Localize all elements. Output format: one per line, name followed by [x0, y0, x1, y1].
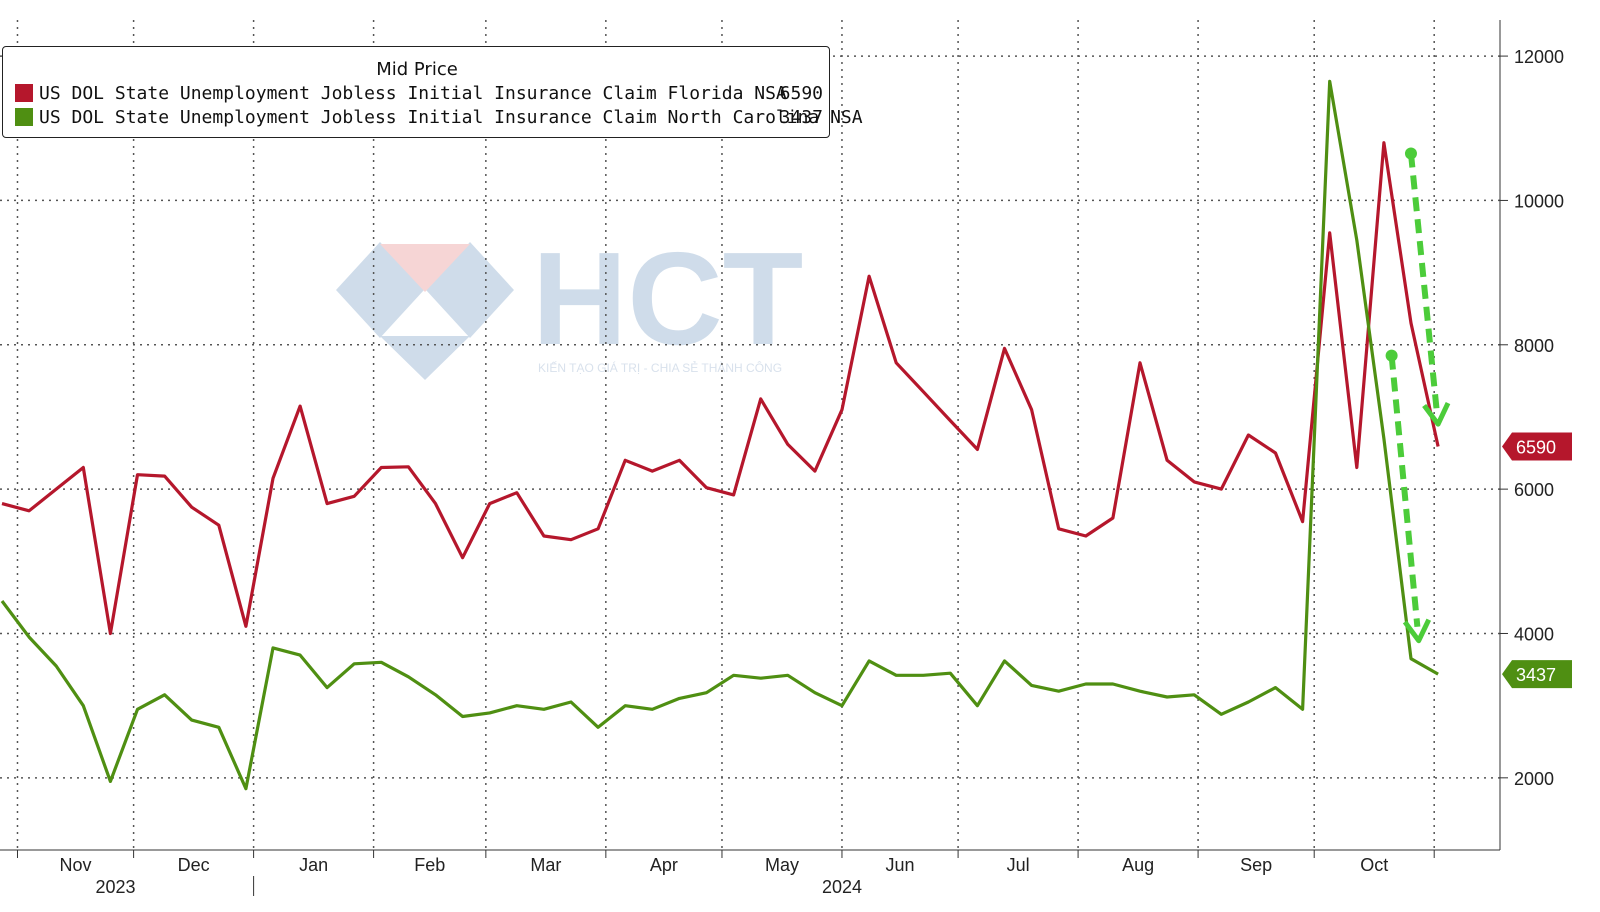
legend-label-florida: US DOL State Unemployment Jobless Initia… — [39, 83, 787, 104]
y-tick-label: 12000 — [1514, 47, 1564, 67]
series-line-florida — [1, 141, 1440, 636]
y-tick-label: 6000 — [1514, 480, 1554, 500]
arrow-head — [1402, 618, 1432, 644]
last-value-labels: 6590 3437 — [1502, 432, 1572, 689]
x-tick-label: Mar — [530, 855, 561, 875]
x-tick-label: Oct — [1360, 855, 1388, 875]
legend: Mid Price US DOL State Unemployment Jobl… — [2, 46, 863, 138]
dashed-arrow-line — [1407, 153, 1440, 411]
last-value-text: 6590 — [1516, 438, 1556, 458]
y-tick-label: 10000 — [1514, 191, 1564, 211]
watermark-tagline: KIẾN TẠO GIÁ TRỊ - CHIA SẺ THÀNH CÔNG — [538, 360, 782, 375]
legend-swatch-north-carolina — [15, 108, 33, 126]
last-value-badge — [1502, 432, 1572, 461]
x-year-label: 2024 — [822, 877, 862, 897]
annotations — [1385, 147, 1451, 644]
last-value-text: 3437 — [1516, 665, 1556, 685]
legend-value-florida: 6590 — [779, 83, 823, 104]
legend-item-north-carolina: US DOL State Unemployment Jobless Initia… — [15, 107, 863, 131]
x-tick-label: Jul — [1007, 855, 1030, 875]
y-tick-label: 2000 — [1514, 769, 1554, 789]
watermark-diamond-top — [380, 244, 470, 292]
x-tick-label: Jun — [886, 855, 915, 875]
x-tick-label: Feb — [414, 855, 445, 875]
x-tick-label: Aug — [1122, 855, 1154, 875]
legend-swatch-florida — [15, 84, 33, 102]
last-value-badge — [1502, 660, 1572, 689]
x-tick-label: Nov — [60, 855, 92, 875]
watermark-diamond-bottom — [380, 336, 470, 380]
x-tick-label: May — [765, 855, 799, 875]
arrow-head — [1422, 402, 1451, 427]
series-lines — [0, 79, 1440, 791]
y-tick-label: 4000 — [1514, 624, 1554, 644]
x-tick-label: Apr — [650, 855, 678, 875]
legend-title: Mid Price — [376, 59, 458, 80]
legend-label-north-carolina: US DOL State Unemployment Jobless Initia… — [39, 107, 863, 128]
x-tick-label: Jan — [299, 855, 328, 875]
y-axis: 2000 4000 6000 8000 10000 12000 — [1499, 20, 1564, 850]
legend-item-florida: US DOL State Unemployment Jobless Initia… — [15, 83, 823, 107]
watermark-logo: HCT KIẾN TẠO GIÁ TRỊ - CHIA SẺ THÀNH CÔN… — [336, 225, 803, 380]
x-tick-label: Dec — [178, 855, 210, 875]
legend-value-north-carolina: 3437 — [779, 107, 823, 128]
x-axis: Nov Dec Jan Feb Mar Apr May Jun Jul Aug Sep Oct 2023… — [0, 849, 1500, 897]
x-tick-label: Sep — [1240, 855, 1272, 875]
x-year-label: 2023 — [96, 877, 136, 897]
watermark-text: HCT — [532, 225, 803, 372]
dashed-arrow-line — [1388, 355, 1421, 628]
y-tick-label: 8000 — [1514, 336, 1554, 356]
series-line-north-carolina — [0, 79, 1439, 791]
